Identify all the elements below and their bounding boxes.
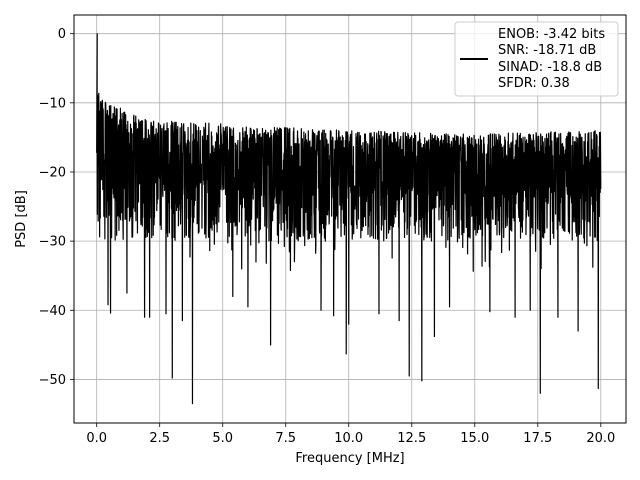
legend-entry-enob: ENOB: -3.42 bits [498,27,605,42]
x-axis: 0.0 2.5 5.0 7.5 10.0 12.5 15.0 17.5 20.0 [86,423,615,446]
y-tick-label: −30 [39,235,66,250]
x-axis-label: Frequency [MHz] [295,451,404,466]
y-tick-label: 0 [58,27,66,42]
x-tick-label: 20.0 [586,431,615,446]
y-tick-label: −10 [39,96,66,111]
x-tick-label: 15.0 [460,431,489,446]
y-tick-label: −40 [39,304,66,319]
x-tick-label: 2.5 [149,431,170,446]
x-tick-label: 5.0 [212,431,233,446]
y-axis-label: PSD [dB] [14,190,29,248]
y-axis: 0 −10 −20 −30 −40 −50 [39,27,74,388]
y-tick-label: −50 [39,373,66,388]
series-group [96,33,602,405]
psd-series-line [96,33,602,405]
x-tick-label: 0.0 [86,431,107,446]
legend-entry-sfdr: SFDR: 0.38 [498,76,570,91]
legend-entry-snr: SNR: -18.71 dB [498,43,596,58]
x-tick-label: 17.5 [523,431,552,446]
x-tick-label: 12.5 [397,431,426,446]
x-tick-label: 10.0 [334,431,363,446]
plot-frame [73,14,627,424]
y-tick-label: −20 [39,165,66,180]
legend: ENOB: -3.42 bits SNR: -18.71 dB SINAD: -… [454,21,619,97]
x-tick-label: 7.5 [275,431,296,446]
legend-box [454,21,619,97]
legend-entry-sinad: SINAD: -18.8 dB [498,60,602,75]
